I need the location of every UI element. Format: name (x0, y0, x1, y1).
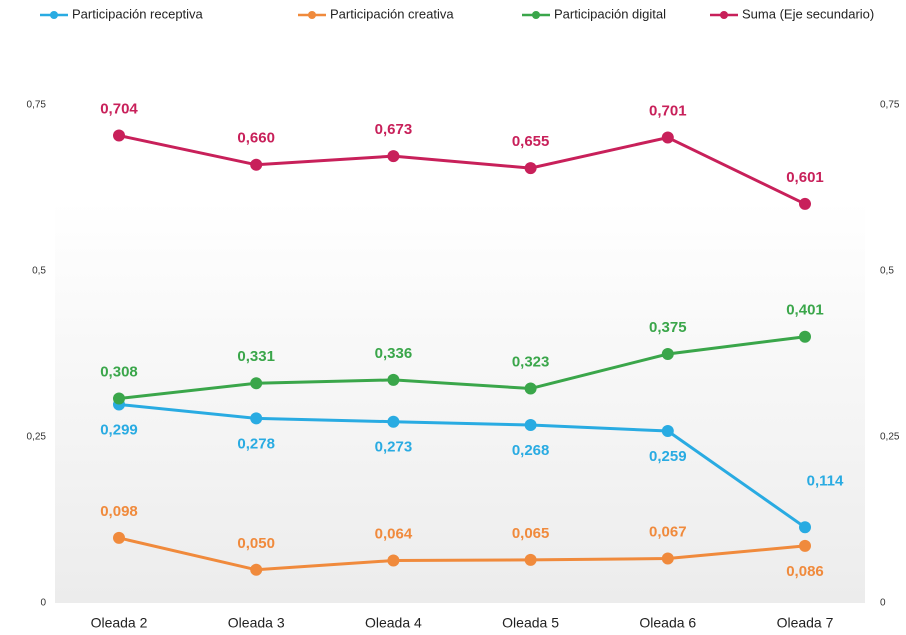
data-point (250, 377, 263, 390)
data-label: 0,323 (512, 353, 550, 370)
data-point (524, 162, 537, 175)
y-tick-label: 0,75 (27, 100, 47, 111)
data-point (113, 129, 125, 142)
data-point (113, 392, 125, 405)
data-point (387, 373, 400, 386)
x-tick-label: Oleada 4 (365, 615, 422, 631)
y2-tick-label: 0,25 (880, 432, 900, 443)
x-tick-label: Oleada 3 (228, 615, 285, 631)
data-point (799, 521, 811, 534)
data-label: 0,114 (807, 472, 844, 489)
x-tick-label: Oleada 2 (91, 615, 148, 631)
series-line (118, 335, 806, 400)
data-label: 0,067 (649, 523, 687, 540)
legend-dot (50, 11, 58, 19)
x-tick-label: Oleada 6 (639, 615, 696, 631)
legend-label: Participación digital (554, 6, 666, 21)
data-label: 0,278 (237, 435, 275, 452)
data-point (799, 197, 811, 210)
series-line (118, 134, 806, 206)
y2-tick-label: 0,5 (880, 266, 894, 277)
data-point (524, 382, 537, 395)
data-label: 0,701 (649, 103, 687, 120)
data-label: 0,673 (375, 121, 413, 138)
data-label: 0,268 (512, 442, 550, 459)
data-point (250, 563, 263, 576)
data-point (250, 158, 263, 171)
y2-tick-label: 0 (880, 598, 886, 609)
data-label: 0,050 (237, 535, 275, 552)
legend-label: Suma (Eje secundario) (742, 6, 874, 21)
y-tick-label: 0,25 (27, 432, 47, 443)
data-point (799, 539, 811, 552)
x-tick-label: Oleada 7 (777, 615, 834, 631)
data-label: 0,375 (649, 319, 687, 336)
data-point (661, 552, 674, 565)
plot-background (55, 200, 865, 603)
data-label: 0,655 (512, 133, 550, 150)
data-point (661, 131, 674, 144)
data-point (387, 150, 400, 163)
data-label: 0,299 (100, 421, 138, 438)
data-point (250, 412, 263, 425)
data-label: 0,259 (649, 448, 687, 465)
data-label: 0,273 (375, 439, 413, 456)
data-point (661, 348, 674, 360)
series-line (118, 402, 806, 529)
data-point (387, 415, 400, 428)
legend-dot (720, 11, 728, 19)
y2-tick-label: 0,75 (880, 100, 900, 111)
data-label: 0,098 (100, 503, 138, 520)
data-point (387, 554, 400, 567)
data-label: 0,065 (512, 525, 550, 542)
data-label: 0,601 (786, 169, 824, 186)
data-point (799, 330, 811, 343)
legend-label: Participación creativa (330, 6, 454, 21)
legend-label: Participación receptiva (72, 6, 204, 21)
data-point (524, 553, 537, 566)
legend-dot (532, 11, 540, 19)
data-point (524, 419, 537, 432)
y-tick-label: 0 (40, 598, 46, 609)
data-label: 0,704 (100, 101, 138, 118)
data-label: 0,086 (786, 563, 824, 580)
data-label: 0,401 (786, 302, 824, 319)
data-label: 0,660 (237, 130, 275, 147)
x-tick-label: Oleada 5 (502, 615, 559, 631)
series-line (118, 536, 806, 572)
data-label: 0,064 (375, 525, 413, 542)
data-label: 0,331 (237, 348, 275, 365)
y-tick-label: 0,5 (32, 266, 46, 277)
data-point (113, 531, 125, 544)
data-label: 0,336 (375, 345, 413, 362)
legend-dot (308, 11, 316, 19)
data-point (661, 425, 674, 438)
data-label: 0,308 (100, 363, 138, 380)
